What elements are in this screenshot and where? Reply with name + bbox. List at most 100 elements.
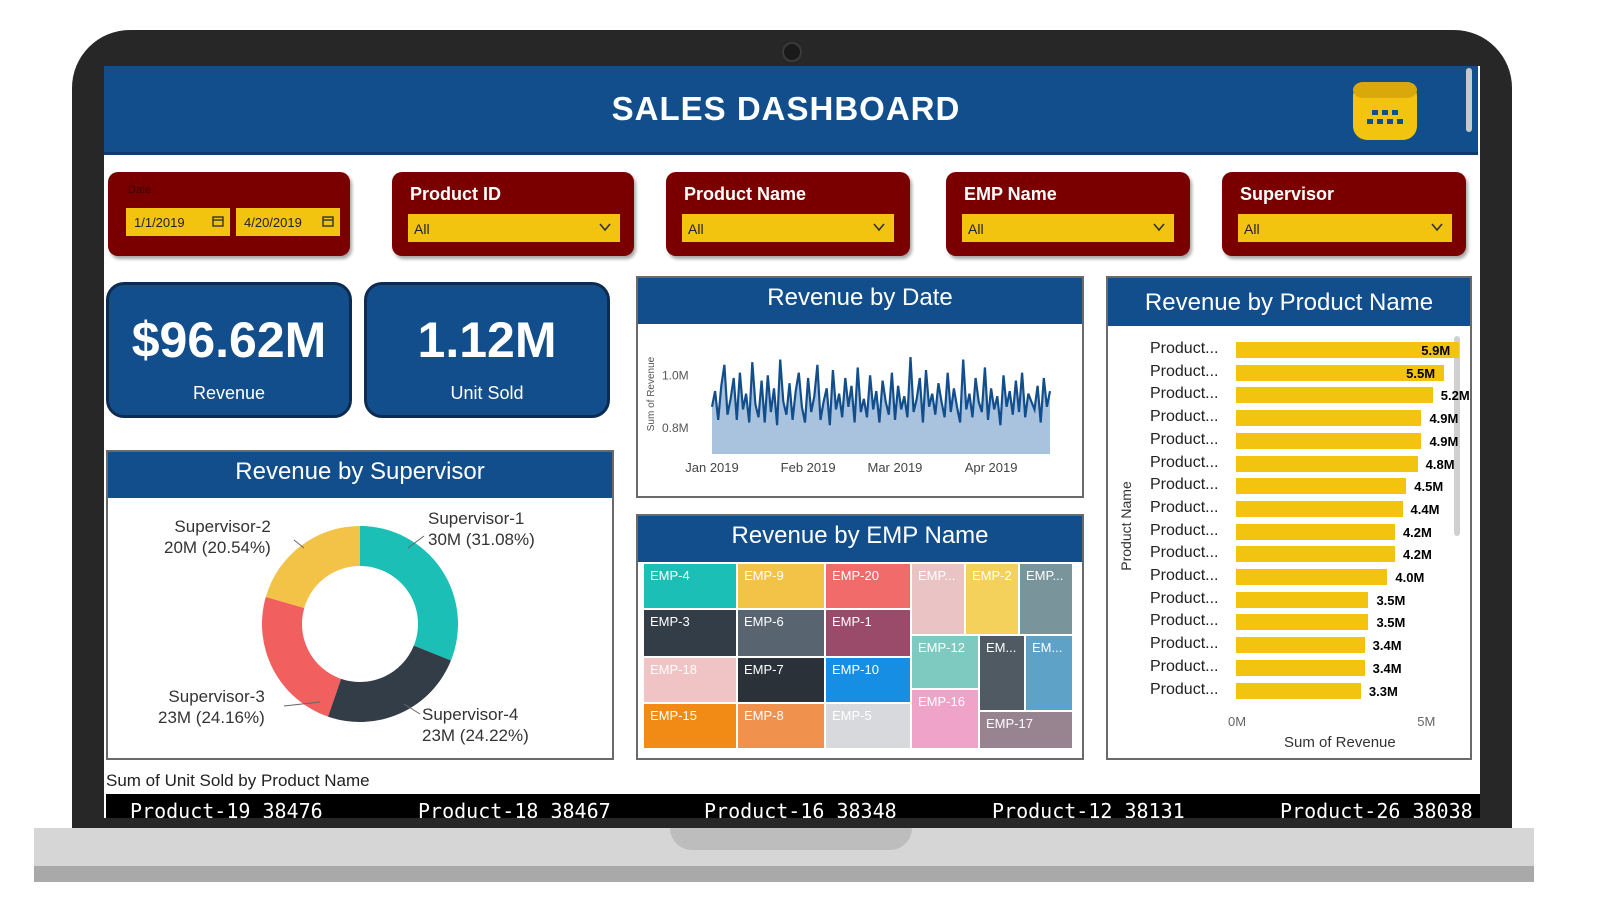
supervisor-4-label: Supervisor-4 23M (24.22%) (422, 704, 529, 746)
supervisor-panel-title: Revenue by Supervisor (108, 452, 612, 498)
product-id-value: All (414, 221, 430, 237)
product-bar[interactable] (1236, 342, 1460, 358)
supervisor-3-label: Supervisor-3 23M (24.16%) (158, 686, 265, 728)
product-bar[interactable] (1236, 682, 1361, 699)
treemap-tile[interactable]: EMP-1 (826, 610, 910, 656)
bar-category-label: Product... (1150, 589, 1219, 607)
product-bar[interactable] (1236, 591, 1369, 608)
treemap-tile[interactable]: EMP-5 (826, 704, 910, 748)
product-bar[interactable] (1236, 523, 1395, 540)
product-bar[interactable] (1236, 410, 1422, 427)
ticker-item: Product-16 38348 (704, 799, 897, 818)
treemap-tile[interactable]: EMP... (1020, 564, 1072, 634)
emp-name-label: EMP Name (964, 184, 1057, 204)
bar-value-label: 4.4M (1410, 501, 1440, 517)
product-name-value: All (688, 221, 704, 237)
emp-name-slicer: EMP Name All (946, 172, 1190, 256)
treemap-tile-label: EM... (1032, 640, 1063, 655)
treemap-tile-label: EMP-9 (744, 568, 784, 583)
x-tick-label: 5M (1417, 714, 1436, 729)
calendar-icon[interactable] (1352, 80, 1418, 142)
bar-value-label: 3.5M (1376, 592, 1406, 608)
product-bar[interactable] (1236, 569, 1388, 585)
bar-category-label: Product... (1150, 680, 1219, 698)
scrollbar-thumb[interactable] (1466, 68, 1472, 132)
date-start-value: 1/1/2019 (134, 215, 185, 230)
product-bar[interactable] (1236, 500, 1403, 517)
product-bar[interactable] (1236, 614, 1369, 631)
treemap-tile-label: EMP-10 (832, 662, 879, 677)
date-start-input[interactable]: 1/1/2019 (126, 208, 230, 236)
product-name-label: Product Name (684, 184, 807, 204)
treemap-tile-label: EMP-12 (918, 640, 965, 655)
bar-category-label: Product... (1150, 362, 1219, 380)
treemap-tile-label: EMP-5 (832, 708, 872, 723)
product-bar[interactable] (1236, 364, 1445, 381)
ticker-item: Product-18 38467 (418, 799, 611, 818)
treemap-tile[interactable]: EMP-6 (738, 610, 824, 656)
treemap-tile[interactable]: EMP... (912, 564, 964, 634)
bar-value-label: 3.4M (1372, 638, 1402, 654)
product-bar[interactable] (1236, 546, 1395, 563)
treemap-tile[interactable]: EMP-16 (912, 690, 978, 748)
treemap-tile[interactable]: EMP-8 (738, 704, 824, 748)
revenue-kpi-label: Revenue (192, 383, 266, 403)
bar-category-label: Product... (1150, 567, 1219, 584)
treemap-tile-label: EMP-2 (972, 568, 1012, 583)
treemap-tile[interactable]: EMP-3 (644, 610, 736, 656)
x-tick-label: Feb 2019 (781, 460, 836, 475)
supervisor-dropdown[interactable]: All (1238, 214, 1452, 242)
treemap-tile[interactable]: EMP-10 (826, 658, 910, 702)
treemap-tile[interactable]: EMP-18 (644, 658, 736, 702)
treemap-tile[interactable]: EM... (980, 636, 1024, 710)
donut-leader-line (283, 701, 321, 707)
y-axis-label: Sum of Revenue (646, 356, 657, 431)
treemap-tile[interactable]: EMP-17 (980, 712, 1072, 748)
product-bar[interactable] (1236, 637, 1365, 654)
treemap-tile[interactable]: EMP-2 (966, 564, 1018, 634)
product-bar[interactable] (1236, 432, 1422, 449)
donut-slice[interactable] (327, 645, 451, 722)
supervisor-1-detail: 30M (31.08%) (428, 530, 535, 549)
emp-name-dropdown[interactable]: All (962, 214, 1174, 242)
date-end-input[interactable]: 4/20/2019 (236, 208, 340, 236)
treemap-tile-label: EMP-17 (986, 716, 1033, 731)
donut-slice[interactable] (360, 526, 458, 661)
treemap-tile[interactable]: EMP-12 (912, 636, 978, 688)
bar-value-label: 5.9M (1421, 343, 1451, 358)
units-kpi-value: 1.12M (417, 312, 557, 368)
revenue-kpi-value: $96.62M (131, 312, 327, 368)
treemap-tile[interactable]: EMP-7 (738, 658, 824, 702)
revenue-line[interactable] (710, 356, 1052, 426)
treemap-tile[interactable]: EM... (1026, 636, 1072, 710)
chevron-down-icon (1431, 223, 1443, 232)
emp-treemap: EMP-4 EMP-9 EMP-20 EMP... EMP-2 EMP... EMP-3 EM… (638, 562, 1082, 758)
treemap-tile-label: EMP... (1026, 568, 1064, 583)
product-name-dropdown[interactable]: All (682, 214, 894, 242)
donut-slice[interactable] (262, 596, 342, 717)
emp-name-value: All (968, 221, 984, 237)
dashboard-screen: SALES DASHBOARD Date 1/1/2019 4/20/2019 … (104, 66, 1480, 818)
treemap-tile[interactable]: EMP-4 (644, 564, 736, 608)
product-bar[interactable] (1236, 455, 1418, 472)
bar-value-label: 4.9M (1429, 433, 1459, 449)
bar-value-label: 3.5M (1376, 615, 1406, 631)
donut-slice[interactable] (265, 526, 360, 608)
product-bar[interactable] (1236, 659, 1365, 676)
product-id-slicer: Product ID All (392, 172, 634, 256)
treemap-tile[interactable]: EMP-20 (826, 564, 910, 608)
product-bar[interactable] (1236, 478, 1407, 495)
x-tick-label: Mar 2019 (867, 460, 922, 475)
treemap-tile[interactable]: EMP-9 (738, 564, 824, 608)
product-scrollbar[interactable] (1454, 336, 1460, 536)
x-tick-label: Apr 2019 (965, 460, 1018, 475)
product-bar[interactable] (1236, 387, 1433, 404)
product-panel-title: Revenue by Product Name (1108, 278, 1470, 326)
x-tick-label: Jan 2019 (685, 460, 739, 475)
supervisor-donut-chart (262, 526, 458, 722)
treemap-tile[interactable]: EMP-15 (644, 704, 736, 748)
product-id-dropdown[interactable]: All (408, 214, 620, 242)
supervisor-4-name: Supervisor-4 (422, 705, 519, 724)
ticker-item: Product-26 38038 (1280, 799, 1473, 818)
donut-leader-line (293, 539, 305, 549)
